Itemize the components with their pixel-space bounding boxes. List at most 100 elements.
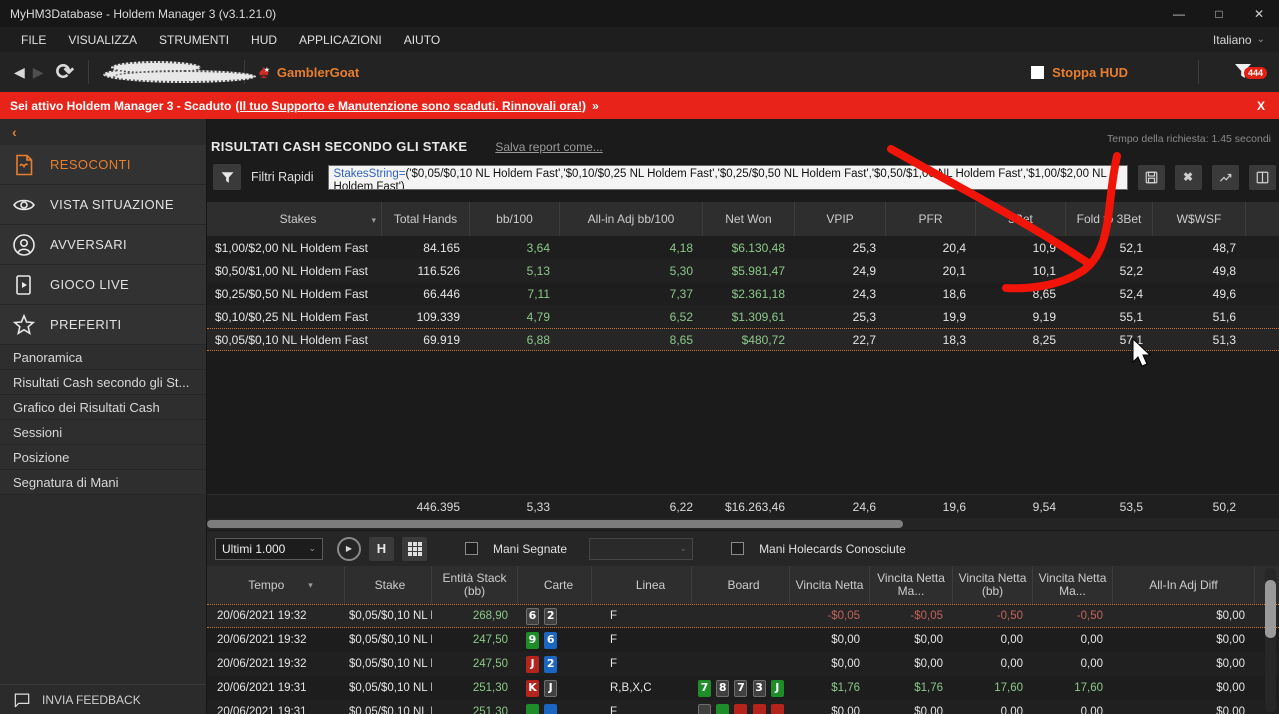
sidebar-subitem-sessioni[interactable]: Sessioni	[0, 420, 206, 445]
hand-row[interactable]: 20/06/2021 19:31 $0,05/$0,10 NL H 251,30…	[207, 700, 1279, 714]
table-row[interactable]: $1,00/$2,00 NL Holdem Fast 84.165 3,64 4…	[207, 236, 1279, 259]
sidebar-item-vista-situazione[interactable]: VISTA SITUAZIONE	[0, 185, 206, 225]
play-icon: ▶	[345, 544, 353, 553]
player-tab[interactable]: GamblerGoat	[276, 64, 360, 80]
sidebar-subitem-panoramica[interactable]: Panoramica	[0, 345, 206, 370]
column-header-total-hands[interactable]: Total Hands	[382, 202, 470, 236]
grid-view-button[interactable]	[402, 536, 427, 561]
sidebar-subitem-segnatura-mani[interactable]: Segnatura di Mani	[0, 470, 206, 495]
column-header-vincita-netta-ma[interactable]: Vincita Netta Ma...	[870, 566, 953, 604]
hand-row[interactable]: 20/06/2021 19:32 $0,05/$0,10 NL H 247,50…	[207, 652, 1279, 676]
sidebar-item-avversari[interactable]: AVVERSARI	[0, 225, 206, 265]
column-header-net-won[interactable]: Net Won	[703, 202, 795, 236]
save-report-link[interactable]: Salva report come...	[495, 140, 603, 154]
toolbar-separator	[1198, 60, 1199, 84]
menu-visualizza[interactable]: VISUALIZZA	[68, 32, 138, 47]
sidebar-item-gioco-live[interactable]: GIOCO LIVE	[0, 265, 206, 305]
column-header-pfr[interactable]: PFR	[886, 202, 976, 236]
sidebar-subitem-posizione[interactable]: Posizione	[0, 445, 206, 470]
close-button[interactable]: ✕	[1253, 6, 1265, 21]
report-header: RISULTATI CASH SECONDO GLI STAKE Salva r…	[207, 119, 1279, 158]
known-holecards-checkbox[interactable]	[731, 542, 745, 555]
hole-card: J	[526, 655, 539, 673]
forward-button[interactable]: ▶	[32, 63, 44, 80]
column-header-fold-3bet[interactable]: Fold to 3Bet	[1066, 202, 1153, 236]
menu-hud[interactable]: HUD	[251, 32, 278, 47]
scrollbar-thumb[interactable]	[207, 520, 903, 528]
sidebar-item-label: GIOCO LIVE	[50, 277, 130, 292]
table-row-selected[interactable]: $0,05/$0,10 NL Holdem Fast 69.919 6,88 8…	[207, 328, 1279, 351]
hole-card: K	[526, 679, 539, 697]
menu-aiuto[interactable]: AIUTO	[403, 32, 441, 47]
hole-card	[544, 703, 558, 714]
board-card	[770, 703, 784, 714]
minimize-button[interactable]: —	[1173, 6, 1185, 21]
filter-funnel-icon	[221, 171, 233, 183]
send-feedback-button[interactable]: INVIA FEEDBACK	[0, 684, 206, 714]
board-card: 7	[698, 679, 711, 697]
marked-hands-filter-select[interactable]: ⌄	[589, 537, 694, 560]
active-filters-button[interactable]: 444	[1233, 61, 1268, 84]
back-button[interactable]: ◀	[14, 63, 25, 80]
banner-close-button[interactable]: X	[1256, 98, 1265, 113]
menu-file[interactable]: FILE	[21, 32, 47, 47]
table-row[interactable]: $0,50/$1,00 NL Holdem Fast 116.526 5,13 …	[207, 259, 1279, 282]
marked-hands-checkbox[interactable]	[465, 542, 478, 555]
column-header-vincita-netta[interactable]: Vincita Netta	[790, 566, 870, 604]
column-header-allin-adj-diff[interactable]: All-In Adj Diff	[1113, 566, 1255, 604]
hand-row-selected[interactable]: 20/06/2021 19:32 $0,05/$0,10 NL H 268,90…	[207, 604, 1279, 628]
column-header-bb100[interactable]: bb/100	[470, 202, 560, 236]
sidebar-item-resoconti[interactable]: RESOCONTI	[0, 145, 206, 185]
sidebar-item-label: VISTA SITUAZIONE	[50, 197, 174, 212]
column-header-vincita-netta-ma2[interactable]: Vincita Netta Ma...	[1033, 566, 1113, 604]
column-header-stack[interactable]: Entità Stack (bb)	[432, 566, 518, 604]
hand-row[interactable]: 20/06/2021 19:32 $0,05/$0,10 NL H 247,50…	[207, 628, 1279, 652]
column-header-tempo[interactable]: Tempo ▾	[207, 566, 345, 604]
toolbar: ◀ ▶ ⟳ Cash ♠★ GamblerGoat Stoppa HUD 444	[0, 52, 1279, 92]
clear-filter-button[interactable]: ✖	[1174, 164, 1202, 190]
hand-history-button[interactable]: H	[369, 536, 394, 561]
save-filter-button[interactable]	[1137, 164, 1165, 190]
hands-range-select[interactable]: Ultimi 1.000 ⌄	[215, 537, 323, 560]
sidebar-subitem-grafico-risultati[interactable]: Grafico dei Risultati Cash	[0, 395, 206, 420]
column-header-stake[interactable]: Stake	[345, 566, 432, 604]
column-header-vpip[interactable]: VPIP	[795, 202, 886, 236]
column-header-allin-adj[interactable]: All-in Adj bb/100	[560, 202, 703, 236]
vertical-scrollbar[interactable]	[1265, 568, 1276, 712]
table-row[interactable]: $0,25/$0,50 NL Holdem Fast 66.446 7,11 7…	[207, 282, 1279, 305]
column-header-board[interactable]: Board	[692, 566, 790, 604]
sidebar-subitem-risultati-cash-stake[interactable]: Risultati Cash secondo gli St...	[0, 370, 206, 395]
scrollbar-thumb[interactable]	[1265, 580, 1276, 638]
poker-chips-icon	[103, 60, 256, 84]
replayer-button[interactable]: ▶	[337, 536, 361, 561]
eye-icon	[13, 199, 35, 210]
filter-expression-input[interactable]: StakesString=('$0,05/$0,10 NL Holdem Fas…	[327, 164, 1128, 190]
quick-filter-button[interactable]	[213, 164, 241, 190]
column-header-stakes[interactable]: Stakes ▾	[207, 202, 382, 236]
stop-hud-button[interactable]: Stoppa HUD	[1052, 64, 1128, 80]
renew-link[interactable]: (Il tuo Supporto e Manutenzione sono sca…	[235, 98, 587, 113]
maximize-button[interactable]: □	[1215, 6, 1223, 21]
table-row[interactable]: $0,10/$0,25 NL Holdem Fast 109.339 4,79 …	[207, 305, 1279, 328]
menu-strumenti[interactable]: STRUMENTI	[159, 32, 230, 47]
quick-filters-label: Filtri Rapidi	[251, 170, 314, 184]
column-header-3bet[interactable]: 3Bet	[976, 202, 1066, 236]
star-icon	[12, 313, 36, 335]
menu-applicazioni[interactable]: APPLICAZIONI	[299, 32, 382, 47]
line-chart-icon	[1219, 173, 1231, 182]
column-header-wswsf[interactable]: W$WSF	[1153, 202, 1246, 236]
column-settings-button[interactable]	[1248, 164, 1276, 190]
hand-row[interactable]: 20/06/2021 19:31 $0,05/$0,10 NL H 251,30…	[207, 676, 1279, 700]
sidebar-item-preferiti[interactable]: PREFERITI	[0, 305, 206, 345]
hole-card: 6	[544, 631, 558, 649]
sidebar-collapse-button[interactable]: ‹	[12, 124, 17, 140]
refresh-button[interactable]: ⟳	[55, 59, 74, 84]
column-header-linea[interactable]: Linea	[592, 566, 692, 604]
banner-text: Sei attivo Holdem Manager 3 - Scaduto	[10, 98, 232, 113]
column-header-carte[interactable]: Carte	[518, 566, 592, 604]
column-header-vincita-netta-bb[interactable]: Vincita Netta (bb)	[953, 566, 1033, 604]
horizontal-scrollbar[interactable]	[207, 518, 1279, 530]
language-selector[interactable]: Italiano ⌄	[1213, 33, 1279, 47]
chart-view-button[interactable]	[1211, 164, 1239, 190]
board-card: J	[770, 679, 784, 697]
